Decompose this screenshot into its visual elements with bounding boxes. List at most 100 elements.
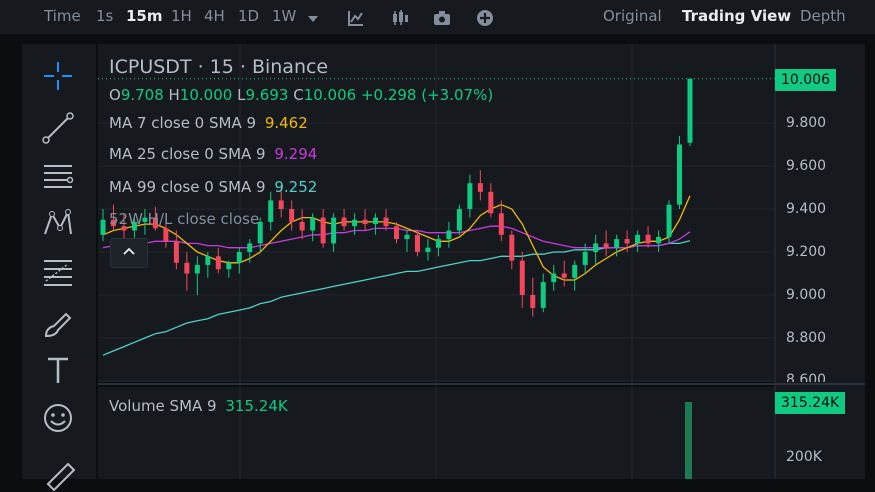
- candle-body: [289, 209, 295, 222]
- current-price-tag: 10.006: [775, 69, 836, 91]
- volume-bar: [685, 402, 692, 479]
- candle-body: [320, 217, 326, 244]
- pattern-tool-icon[interactable]: [40, 206, 76, 242]
- ma25-value: 9.294: [274, 145, 318, 163]
- ma99-legend[interactable]: MA 99 close 0 SMA 9 9.252: [109, 178, 317, 196]
- candle-body: [131, 221, 137, 231]
- candle-body: [142, 217, 148, 222]
- timeframe-dropdown-icon[interactable]: [303, 8, 323, 28]
- candle-body: [635, 234, 641, 244]
- candle-body: [215, 256, 221, 270]
- close-value: 10.006: [303, 86, 357, 104]
- candle-body: [331, 217, 337, 244]
- collapse-legend-button[interactable]: [110, 238, 148, 268]
- candle-body: [572, 264, 578, 278]
- candle-body: [593, 243, 599, 252]
- candle-body: [551, 273, 557, 283]
- candle-body: [624, 239, 630, 244]
- ma25-legend[interactable]: MA 25 close 0 SMA 9 9.294: [109, 145, 317, 163]
- candle-body: [247, 243, 253, 252]
- candle-body: [666, 204, 672, 237]
- ma99-series: [102, 240, 691, 356]
- candle-body: [488, 191, 494, 214]
- price-chart[interactable]: [0, 0, 875, 479]
- candle-body: [394, 226, 399, 240]
- price-tick: 9.600: [786, 158, 827, 174]
- candle-body: [121, 226, 127, 231]
- volume-tick: 200K: [786, 449, 822, 465]
- brush-icon[interactable]: [40, 306, 76, 342]
- view-trading-view[interactable]: Trading View: [682, 7, 792, 25]
- fibonacci-icon[interactable]: [40, 254, 76, 290]
- horizontal-lines-icon[interactable]: [40, 158, 76, 194]
- open-label: O: [109, 86, 121, 104]
- drawing-toolbar: [22, 44, 96, 492]
- ma99-value: 9.252: [274, 178, 318, 196]
- candle-body: [467, 183, 473, 209]
- view-depth[interactable]: Depth: [800, 7, 846, 25]
- candle-body: [603, 243, 609, 248]
- high-value: 10.000: [179, 86, 233, 104]
- chart-grid: [98, 44, 865, 479]
- candle-body: [268, 200, 274, 222]
- close-label: C: [293, 86, 304, 104]
- chart-type-icon[interactable]: [390, 8, 410, 28]
- current-volume-tag: 315.24K: [775, 392, 846, 414]
- view-original[interactable]: Original: [603, 7, 662, 25]
- candle-body: [446, 230, 452, 240]
- candle-body: [498, 213, 504, 235]
- candle-body: [645, 234, 651, 244]
- price-tick: 8.600: [786, 372, 827, 382]
- chart-toolbar: Time 1s 15m 1H 4H 1D 1W Original Trading…: [0, 0, 875, 34]
- candle-body: [110, 219, 116, 227]
- ma7-value: 9.462: [264, 114, 308, 132]
- timeframe-1s[interactable]: 1s: [96, 7, 114, 25]
- candle-body: [456, 209, 462, 231]
- candle-body: [173, 241, 179, 263]
- indicators-icon[interactable]: [346, 8, 366, 28]
- volume-legend[interactable]: Volume SMA 9 315.24K: [109, 397, 288, 415]
- candle-body: [163, 228, 169, 242]
- open-value: 9.708: [120, 86, 164, 104]
- timeframe-1w[interactable]: 1W: [272, 7, 297, 25]
- ma7-legend[interactable]: MA 7 close 0 SMA 9 9.462: [109, 114, 308, 132]
- timeframe-15m[interactable]: 15m: [126, 7, 163, 25]
- trend-line-icon[interactable]: [40, 110, 76, 146]
- chart-title: ICPUSDT · 15 · Binance: [109, 56, 329, 78]
- price-tick: 9.000: [786, 287, 827, 303]
- price-tick: 8.800: [786, 330, 827, 346]
- change-value: +0.298 (+3.07%): [360, 86, 494, 104]
- candle-body: [184, 262, 190, 274]
- timeframe-1d[interactable]: 1D: [238, 7, 260, 25]
- chevron-up-icon: [123, 247, 135, 255]
- candle-body: [194, 264, 200, 274]
- text-tool-icon[interactable]: [40, 352, 76, 388]
- candle-body: [373, 217, 379, 225]
- crosshair-icon[interactable]: [40, 58, 76, 94]
- timeframe-1h[interactable]: 1H: [171, 7, 192, 25]
- candle-body: [687, 78, 693, 143]
- volume-value: 315.24K: [225, 397, 288, 415]
- candle-body: [352, 219, 358, 227]
- w52-legend[interactable]: 52W H/L close close: [109, 210, 260, 228]
- candle-body: [278, 200, 284, 209]
- emoji-icon[interactable]: [40, 400, 76, 436]
- high-label: H: [168, 86, 180, 104]
- candle-body: [341, 217, 347, 227]
- price-tick: 9.400: [786, 201, 827, 217]
- ma25-label: MA 25 close 0 SMA 9: [109, 145, 266, 163]
- add-icon[interactable]: [475, 8, 495, 28]
- ma99-label: MA 99 close 0 SMA 9: [109, 178, 266, 196]
- candle-body: [540, 282, 546, 308]
- candle-body: [383, 217, 389, 227]
- candle-body: [677, 144, 683, 205]
- timeframe-4h[interactable]: 4H: [204, 7, 225, 25]
- candle-body: [226, 262, 232, 270]
- ohlc-row: O9.708 H10.000 L9.693 C10.006 +0.298 (+3…: [109, 86, 493, 104]
- candle-body: [236, 252, 242, 263]
- candle-body: [519, 260, 525, 295]
- candle-body: [205, 256, 211, 265]
- volume-bars: [685, 402, 692, 479]
- candle-body: [435, 239, 441, 248]
- camera-icon[interactable]: [432, 8, 452, 28]
